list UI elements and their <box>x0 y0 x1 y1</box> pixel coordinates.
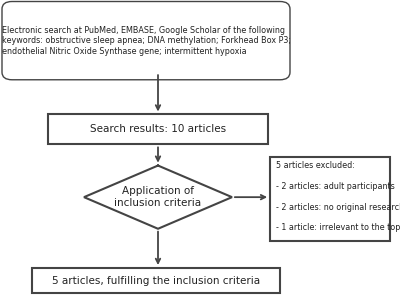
Text: Electronic search at PubMed, EMBASE, Google Scholar of the following
keywords: o: Electronic search at PubMed, EMBASE, Goo… <box>2 26 290 56</box>
Bar <box>48 114 268 144</box>
FancyBboxPatch shape <box>2 2 290 80</box>
Text: 5 articles excluded:

- 2 articles: adult participants

- 2 articles: no origina: 5 articles excluded: - 2 articles: adult… <box>276 161 400 232</box>
Text: Application of
inclusion criteria: Application of inclusion criteria <box>114 186 202 208</box>
Bar <box>32 268 280 293</box>
Text: 5 articles, fulfilling the inclusion criteria: 5 articles, fulfilling the inclusion cri… <box>52 276 260 286</box>
Bar <box>270 157 390 241</box>
Text: Search results: 10 articles: Search results: 10 articles <box>90 124 226 135</box>
